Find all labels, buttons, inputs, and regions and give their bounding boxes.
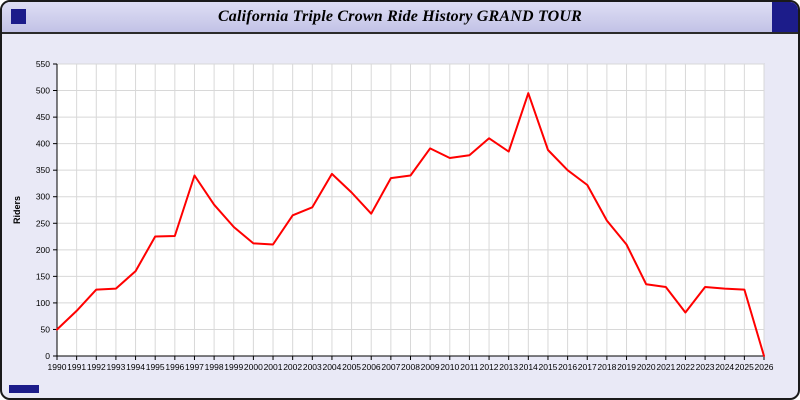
svg-text:300: 300 <box>36 192 50 202</box>
chart-panel: 0 50 100 150 200 250 300 350 400 450 500 550 1990 199… <box>2 34 798 398</box>
svg-text:500: 500 <box>36 86 50 96</box>
window-title: California Triple Crown Ride History GRA… <box>217 8 583 25</box>
svg-text:2006: 2006 <box>362 362 381 372</box>
x-tick-labels: 1990 1991 1992 1993 1994 1995 1996 1997 1998 1999… <box>48 362 774 372</box>
svg-text:2002: 2002 <box>283 362 302 372</box>
svg-text:2004: 2004 <box>322 362 341 372</box>
svg-text:2007: 2007 <box>381 362 400 372</box>
svg-text:2020: 2020 <box>637 362 656 372</box>
svg-text:2024: 2024 <box>715 362 734 372</box>
bottom-left-block <box>9 385 39 393</box>
window-icon <box>11 9 26 24</box>
svg-text:1996: 1996 <box>165 362 184 372</box>
y-axis-label: Riders <box>12 196 22 224</box>
svg-text:2008: 2008 <box>401 362 420 372</box>
svg-text:2010: 2010 <box>440 362 459 372</box>
svg-text:200: 200 <box>36 245 50 255</box>
title-bar-right-block <box>772 2 798 32</box>
svg-text:2017: 2017 <box>578 362 597 372</box>
svg-text:0: 0 <box>45 351 50 361</box>
svg-text:400: 400 <box>36 139 50 149</box>
svg-text:1997: 1997 <box>185 362 204 372</box>
svg-text:1995: 1995 <box>146 362 165 372</box>
gridlines <box>56 63 765 357</box>
svg-text:2026: 2026 <box>755 362 774 372</box>
svg-text:2012: 2012 <box>480 362 499 372</box>
svg-text:2001: 2001 <box>264 362 283 372</box>
svg-text:450: 450 <box>36 112 50 122</box>
svg-text:2022: 2022 <box>676 362 695 372</box>
svg-text:550: 550 <box>36 59 50 69</box>
svg-text:1990: 1990 <box>48 362 67 372</box>
svg-text:1999: 1999 <box>224 362 243 372</box>
svg-text:2023: 2023 <box>696 362 715 372</box>
svg-text:250: 250 <box>36 218 50 228</box>
svg-text:150: 150 <box>36 271 50 281</box>
svg-text:1993: 1993 <box>106 362 125 372</box>
svg-text:2005: 2005 <box>342 362 361 372</box>
svg-text:100: 100 <box>36 298 50 308</box>
svg-text:2015: 2015 <box>539 362 558 372</box>
axes <box>53 63 765 360</box>
svg-text:2019: 2019 <box>617 362 636 372</box>
svg-text:1994: 1994 <box>126 362 145 372</box>
svg-text:2018: 2018 <box>597 362 616 372</box>
svg-text:50: 50 <box>41 324 51 334</box>
y-tick-labels: 0 50 100 150 200 250 300 350 400 450 500 550 <box>36 59 50 361</box>
svg-text:1991: 1991 <box>67 362 86 372</box>
svg-text:2009: 2009 <box>421 362 440 372</box>
svg-text:2013: 2013 <box>499 362 518 372</box>
svg-text:2016: 2016 <box>558 362 577 372</box>
svg-text:2021: 2021 <box>656 362 675 372</box>
svg-text:1992: 1992 <box>87 362 106 372</box>
svg-text:2014: 2014 <box>519 362 538 372</box>
svg-text:2003: 2003 <box>303 362 322 372</box>
svg-text:350: 350 <box>36 165 50 175</box>
title-bar: California Triple Crown Ride History GRA… <box>2 2 798 34</box>
svg-text:2025: 2025 <box>735 362 754 372</box>
svg-text:2000: 2000 <box>244 362 263 372</box>
svg-text:2011: 2011 <box>460 362 479 372</box>
svg-text:1998: 1998 <box>205 362 224 372</box>
riders-line <box>56 92 765 357</box>
